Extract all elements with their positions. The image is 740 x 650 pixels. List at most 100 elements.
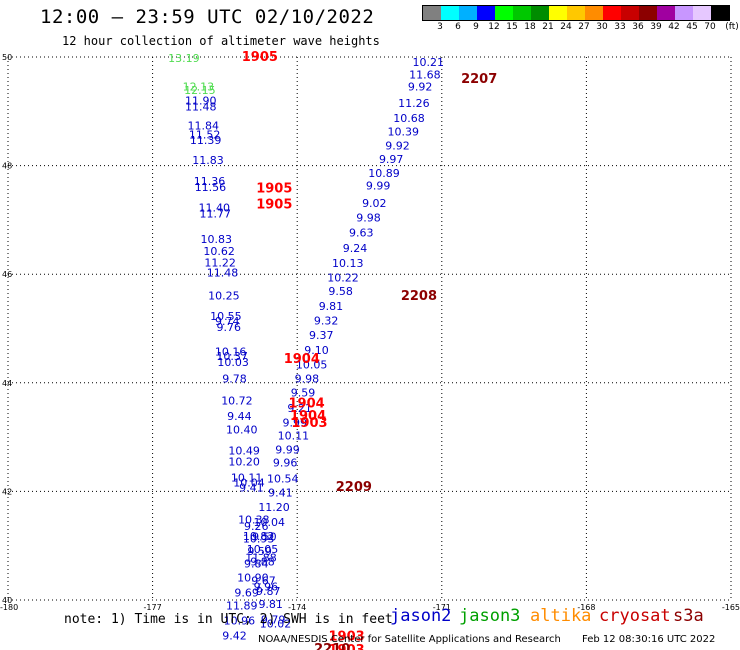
data-point-label: 10.83 [200,233,232,246]
colorbar-label: 42 [668,22,680,32]
data-point-label: 10.62 [203,245,235,258]
chart-subtitle: 12 hour collection of altimeter wave hei… [62,34,380,48]
colorbar-label: 30 [596,22,608,32]
data-point-label: 9.87 [256,585,281,598]
data-point-label: 11.83 [192,154,224,167]
colorbar-swatch [603,6,621,20]
data-point-label: 12.15 [184,84,216,97]
data-point-label: 9.99 [275,444,300,457]
data-point-label: 13.19 [168,52,200,65]
colorbar-swatch [567,6,585,20]
data-point-label: 9.98 [356,212,381,225]
data-point-label: 9.81 [319,300,344,313]
y-tick-label: 42 [2,487,12,496]
data-point-label: 9.96 [254,580,279,593]
data-point-label: 10.11 [278,429,310,442]
data-point-label: 10.05 [247,543,279,556]
y-tick-label: 44 [2,379,12,388]
data-point-label: 11.77 [200,207,232,220]
data-point-label: 9.69 [234,586,259,599]
colorbar-swatch [657,6,675,20]
data-point-label: 11.22 [204,256,236,269]
data-point-label: 10.16 [215,345,247,358]
data-point-label: 10.25 [208,289,240,302]
data-point-label: 10.20 [228,456,260,469]
colorbar-label: 12 [488,22,500,32]
colorbar-label: 9 [473,22,479,32]
pass-time-label: 1905 [256,198,292,213]
legend-cryosat: cryosat [599,606,671,626]
y-tick-label: 46 [2,270,12,279]
data-point-label: 10.13 [332,257,364,270]
colorbar-swatch [513,6,531,20]
data-point-label: 9.37 [309,329,334,342]
data-point-label: 9.74 [215,315,240,328]
data-point-label: 10.40 [226,423,258,436]
data-point-label: 10.11 [231,471,263,484]
colorbar-swatch [693,6,711,20]
colorbar-label: 33 [614,22,626,32]
data-point-label: 9.99 [283,416,308,429]
data-point-label: 9.26 [244,520,269,533]
data-point-label: 9.10 [304,344,329,357]
data-point-label: 9.44 [227,410,252,423]
data-point-label: 9.50 [252,530,277,543]
colorbar-swatch [585,6,603,20]
y-tick-label: 50 [2,53,12,62]
data-point-label: 9.79 [261,614,286,627]
pass-time-label: 1905 [256,181,292,196]
data-point-label: 9.21 [287,402,312,415]
data-point-label: 10.39 [387,125,419,138]
colorbar-label: 24 [560,22,572,32]
data-point-label: 11.48 [185,100,217,113]
data-point-label: 11.40 [199,201,231,214]
colorbar-label: 18 [524,22,536,32]
data-point-label: 9.59 [291,387,316,400]
x-tick-label: -168 [577,603,595,612]
data-point-label: 9.59 [247,545,272,558]
data-point-label: 10.90 [237,572,269,585]
legend-jason2: jason2 [390,606,452,626]
pass-time-label: 1903 [329,643,365,650]
colorbar-swatch [531,6,549,20]
data-point-label: 11.36 [194,175,226,188]
colorbar-label: 15 [506,22,518,32]
colorbar-label: 27 [578,22,590,32]
data-point-label: 12.13 [183,80,215,93]
data-point-label: 9.42 [222,629,247,642]
data-point-label: 10.04 [233,477,265,490]
legend-altika: altika [530,606,592,626]
data-point-label: 9.81 [258,598,283,611]
colorbar-swatch [711,6,729,20]
data-point-label: 10.54 [267,472,299,485]
footnote: note: 1) Time is in UTC; 2) SWH is in fe… [64,612,393,627]
data-point-label: 11.90 [185,94,217,107]
data-point-label: 10.72 [221,395,253,408]
data-point-label: 9.96 [273,457,298,470]
data-point-label: 9.98 [295,372,320,385]
legend-jason3: jason3 [459,606,521,626]
data-point-label: 10.82 [243,530,275,543]
colorbar-label: (ft) [725,22,739,32]
data-point-label: 9.41 [239,482,264,495]
data-point-label: 9.99 [366,180,391,193]
data-point-label: 9.92 [385,140,410,153]
y-tick-label: 40 [2,596,12,605]
colorbar-label: 70 [704,22,716,32]
pass-time-label: 1904 [289,396,325,411]
data-point-label: 10.96 [224,615,256,628]
data-point-label: 10.55 [210,310,242,323]
pass-time-label: 1904 [284,352,320,367]
data-point-label: 10.03 [217,356,249,369]
chart-title: 12:00 – 23:59 UTC 02/10/2022 [40,6,375,28]
data-point-label: 10.22 [327,271,359,284]
data-point-label: 11.20 [258,501,290,514]
pass-time-label: 1905 [242,50,278,65]
data-point-label: 10.37 [216,350,248,363]
colorbar-labels: 3 6 9 12 15 18 21 24 27 30 33 36 39 42 45 70 (ft) [422,22,739,34]
colorbar-swatch [549,6,567,20]
data-point-label: 9.88 [250,555,275,568]
data-point-label: 11.39 [190,134,222,147]
data-point-label: 10.93 [243,533,275,546]
timestamp: Feb 12 08:30:16 UTC 2022 [582,634,716,645]
